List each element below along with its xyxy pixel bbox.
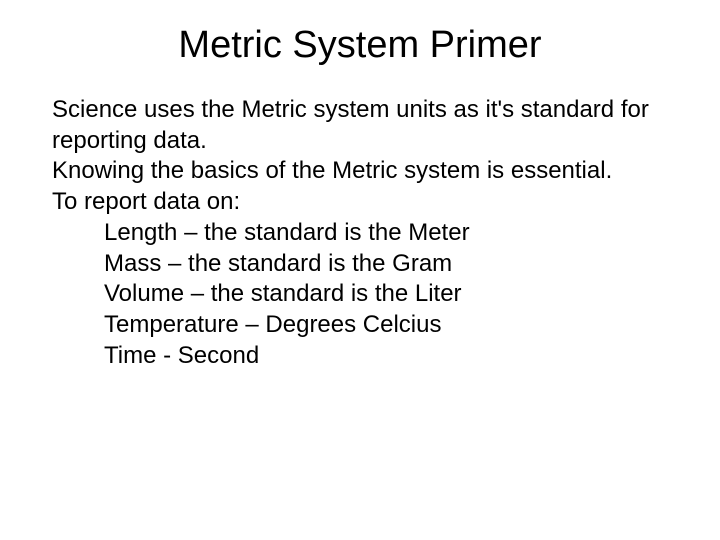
list-item-length: Length – the standard is the Meter bbox=[104, 218, 680, 249]
page-title: Metric System Primer bbox=[40, 24, 680, 67]
paragraph-basics: Knowing the basics of the Metric system … bbox=[52, 156, 680, 187]
list-item-time: Time - Second bbox=[104, 341, 680, 372]
paragraph-report: To report data on: bbox=[52, 187, 680, 218]
list-item-temperature: Temperature – Degrees Celcius bbox=[104, 310, 680, 341]
slide-body: Science uses the Metric system units as … bbox=[40, 95, 680, 371]
list-item-mass: Mass – the standard is the Gram bbox=[104, 249, 680, 280]
standards-list: Length – the standard is the Meter Mass … bbox=[52, 218, 680, 372]
list-item-volume: Volume – the standard is the Liter bbox=[104, 279, 680, 310]
paragraph-intro: Science uses the Metric system units as … bbox=[52, 95, 680, 156]
